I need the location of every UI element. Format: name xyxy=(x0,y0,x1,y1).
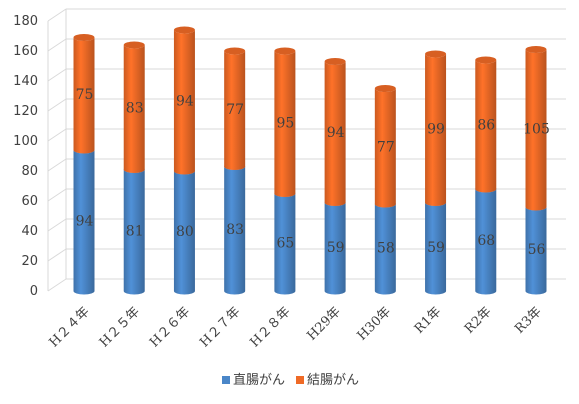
y-tick-label: 180 xyxy=(13,14,38,29)
gridline-side xyxy=(47,128,67,142)
data-label: 99 xyxy=(427,121,445,137)
bar-segment xyxy=(173,171,195,295)
data-label: 58 xyxy=(377,241,395,257)
x-tick-label: H２４年 xyxy=(47,304,93,350)
y-tick-label: 160 xyxy=(13,44,38,59)
y-tick-label: 140 xyxy=(13,74,38,89)
bars xyxy=(73,26,547,295)
x-tick-label: R3年 xyxy=(512,304,545,337)
x-tick-label: H２８年 xyxy=(248,304,294,350)
y-tick-label: 20 xyxy=(21,254,38,269)
legend: 直腸がん 結腸がん xyxy=(222,373,359,388)
gridline-side xyxy=(47,68,67,82)
x-tick-label: R2年 xyxy=(462,304,495,337)
legend-swatch xyxy=(296,376,304,384)
data-labels: 94 75 81 83 80 94 83 77 65 95 59 94 58 77 59 99 68 86 56 10… xyxy=(76,87,550,258)
x-tick-label: H29年 xyxy=(304,304,344,344)
bar-cap xyxy=(274,47,296,55)
data-label: 80 xyxy=(176,224,194,240)
data-label: 94 xyxy=(327,125,345,141)
data-label: 77 xyxy=(377,139,395,155)
gridline-side xyxy=(47,8,67,22)
bar-segment xyxy=(324,61,346,207)
bar-segment xyxy=(123,169,145,295)
bar-segment xyxy=(274,51,296,198)
data-label: 68 xyxy=(477,233,495,249)
bar-segment xyxy=(425,202,447,295)
data-label: 59 xyxy=(427,240,445,256)
data-label: 83 xyxy=(226,222,244,238)
data-label: 56 xyxy=(528,242,546,258)
data-label: 86 xyxy=(477,118,495,134)
bar-segment xyxy=(525,49,547,211)
data-label: 65 xyxy=(276,235,294,251)
bar-cap xyxy=(425,50,447,58)
gridline-side xyxy=(47,38,67,52)
bar-segment xyxy=(173,30,195,175)
y-tick-label: 40 xyxy=(21,224,38,239)
gridline-side xyxy=(47,278,67,292)
bar-segment xyxy=(425,54,447,207)
x-tick-label: R1年 xyxy=(412,304,445,337)
gridline-side xyxy=(47,248,67,262)
bar-segment xyxy=(525,207,547,295)
gridline-side xyxy=(47,188,67,202)
bar-segment xyxy=(374,204,396,295)
data-label: 94 xyxy=(176,94,194,110)
bar-segment xyxy=(73,150,95,295)
y-axis: 0 20 40 60 80 100 120 140 160 180 xyxy=(13,14,38,299)
legend-label: 直腸がん xyxy=(233,373,285,388)
x-tick-label: H30年 xyxy=(355,304,395,344)
bar-segment xyxy=(224,166,246,295)
x-tick-label: H２６年 xyxy=(147,304,193,350)
legend-label: 結腸がん xyxy=(307,373,359,388)
data-label: 105 xyxy=(523,121,550,137)
bar-cap xyxy=(173,26,195,34)
bar-segment xyxy=(374,88,396,208)
bar-segment xyxy=(475,189,497,295)
bar-segment xyxy=(224,51,246,170)
bar-cap xyxy=(324,58,346,65)
gridline-side xyxy=(47,158,67,172)
bar-segment xyxy=(73,37,95,154)
data-label: 59 xyxy=(327,240,345,256)
gridline-side xyxy=(47,98,67,112)
bar-segment xyxy=(475,60,497,193)
bar-segment xyxy=(324,202,346,295)
bar-cap xyxy=(224,47,246,55)
bar-cap xyxy=(73,34,95,41)
y-tick-label: 100 xyxy=(13,134,38,149)
legend-swatch xyxy=(222,376,230,384)
y-tick-label: 60 xyxy=(21,194,38,209)
data-label: 77 xyxy=(226,102,244,118)
gridline-side xyxy=(47,218,67,232)
bar-cap xyxy=(374,85,396,92)
y-tick-label: 0 xyxy=(30,284,38,299)
bar-cap xyxy=(475,56,497,64)
bar-cap xyxy=(123,41,145,49)
bar-segment xyxy=(123,45,145,173)
bar-segment xyxy=(274,193,296,295)
data-label: 81 xyxy=(126,223,144,239)
data-label: 75 xyxy=(76,87,94,103)
data-label: 94 xyxy=(76,214,94,230)
y-tick-label: 120 xyxy=(13,104,38,119)
data-label: 95 xyxy=(276,115,294,131)
x-axis: H２４年 H２５年 H２６年 H２７年 H２８年 H29年 H30年 R1年 R2年 R3年 xyxy=(47,304,545,350)
bar-cap xyxy=(525,46,547,53)
y-tick-label: 80 xyxy=(21,164,38,179)
x-tick-label: H２７年 xyxy=(197,304,243,350)
data-label: 83 xyxy=(126,100,144,116)
x-tick-label: H２５年 xyxy=(97,304,143,350)
